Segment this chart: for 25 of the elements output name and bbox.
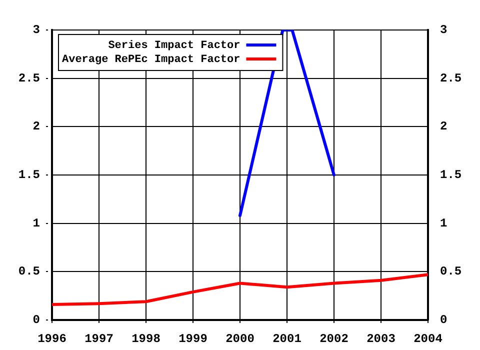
y-tick-label: 1.5	[18, 168, 40, 182]
legend-label: Average RePEc Impact Factor	[62, 54, 240, 66]
y2-tick-label: 2	[440, 120, 448, 134]
x-tick-label: 2004	[414, 332, 442, 346]
y-tick-label: 0	[32, 313, 40, 328]
y2-tick-label: 0.5	[440, 264, 462, 279]
legend-label: Series Impact Factor	[108, 40, 240, 52]
x-tick-label: 1997	[84, 332, 114, 346]
y2-tick-label: 1	[440, 216, 448, 230]
x-tick-label: 2002	[320, 332, 348, 346]
y-tick-label: 1	[32, 216, 40, 230]
x-tick-label: 1999	[178, 332, 208, 346]
y2-tick-label: 2.5	[440, 71, 462, 86]
y-tick-label: 2.5	[18, 71, 40, 86]
x-tick-label: 1996	[38, 332, 66, 346]
x-tick-label: 2000	[226, 332, 254, 346]
y-tick-label: 2	[32, 120, 40, 134]
y2-tick-label: 3	[440, 23, 448, 38]
y2-tick-label: 0	[440, 313, 448, 328]
y2-tick-label: 1.5	[440, 168, 462, 182]
y-tick-label: 3	[32, 23, 40, 38]
x-tick-label: 1998	[132, 332, 160, 346]
x-tick-label: 2003	[366, 332, 396, 346]
x-tick-label: 2001	[272, 332, 302, 346]
y-tick-label: 0.5	[18, 264, 40, 279]
